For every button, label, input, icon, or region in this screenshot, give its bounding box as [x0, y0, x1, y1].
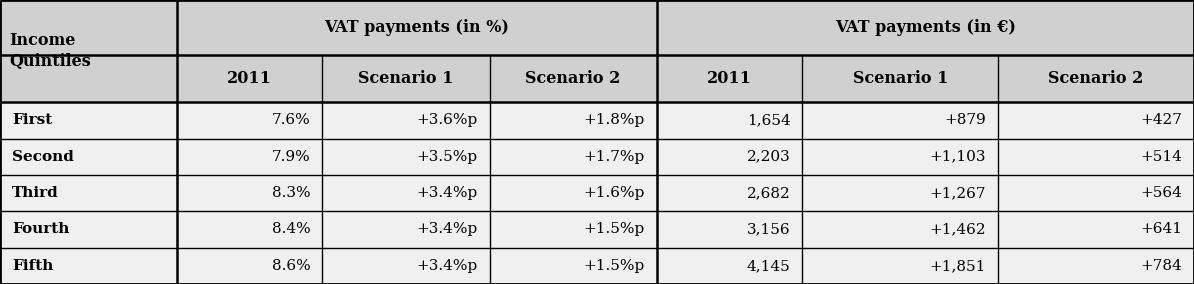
Text: 4,145: 4,145: [746, 259, 790, 273]
Text: +514: +514: [1140, 150, 1182, 164]
Text: +1,462: +1,462: [930, 222, 986, 237]
Text: Second: Second: [12, 150, 74, 164]
Text: +1.5%p: +1.5%p: [584, 222, 645, 237]
Text: +564: +564: [1140, 186, 1182, 200]
Text: Income
Quintiles: Income Quintiles: [10, 32, 91, 70]
Text: +641: +641: [1140, 222, 1182, 237]
Text: 2,682: 2,682: [746, 186, 790, 200]
Text: +1,103: +1,103: [930, 150, 986, 164]
Bar: [0, 175, 1194, 211]
Text: +1.5%p: +1.5%p: [584, 259, 645, 273]
Text: +427: +427: [1140, 113, 1182, 128]
Text: +1,267: +1,267: [930, 186, 986, 200]
Text: Scenario 1: Scenario 1: [853, 70, 948, 87]
Text: VAT payments (in €): VAT payments (in €): [835, 19, 1016, 36]
Text: +1.6%p: +1.6%p: [584, 186, 645, 200]
Text: Third: Third: [12, 186, 59, 200]
Text: 8.6%: 8.6%: [272, 259, 310, 273]
Text: +3.4%p: +3.4%p: [417, 259, 478, 273]
Text: 7.9%: 7.9%: [272, 150, 310, 164]
Text: +879: +879: [944, 113, 986, 128]
Text: 2,203: 2,203: [746, 150, 790, 164]
Text: +3.5%p: +3.5%p: [417, 150, 478, 164]
Text: First: First: [12, 113, 53, 128]
Bar: [0, 55, 1194, 102]
Bar: [0, 211, 1194, 248]
Text: 8.4%: 8.4%: [272, 222, 310, 237]
Text: +3.4%p: +3.4%p: [417, 222, 478, 237]
Text: +1,851: +1,851: [930, 259, 986, 273]
Text: +784: +784: [1140, 259, 1182, 273]
Text: VAT payments (in %): VAT payments (in %): [325, 19, 509, 36]
Bar: [0, 0, 1194, 55]
Text: 3,156: 3,156: [746, 222, 790, 237]
Text: 7.6%: 7.6%: [272, 113, 310, 128]
Text: +1.8%p: +1.8%p: [584, 113, 645, 128]
Bar: [0, 139, 1194, 175]
Text: 8.3%: 8.3%: [272, 186, 310, 200]
Text: +3.4%p: +3.4%p: [417, 186, 478, 200]
Bar: [0, 248, 1194, 284]
Text: +3.6%p: +3.6%p: [417, 113, 478, 128]
Text: 2011: 2011: [227, 70, 272, 87]
Text: 1,654: 1,654: [746, 113, 790, 128]
Text: +1.7%p: +1.7%p: [584, 150, 645, 164]
Bar: [0, 102, 1194, 139]
Text: 2011: 2011: [707, 70, 752, 87]
Text: Fourth: Fourth: [12, 222, 69, 237]
Text: Scenario 2: Scenario 2: [1048, 70, 1144, 87]
Text: Scenario 2: Scenario 2: [525, 70, 621, 87]
Text: Scenario 1: Scenario 1: [358, 70, 454, 87]
Text: Fifth: Fifth: [12, 259, 54, 273]
